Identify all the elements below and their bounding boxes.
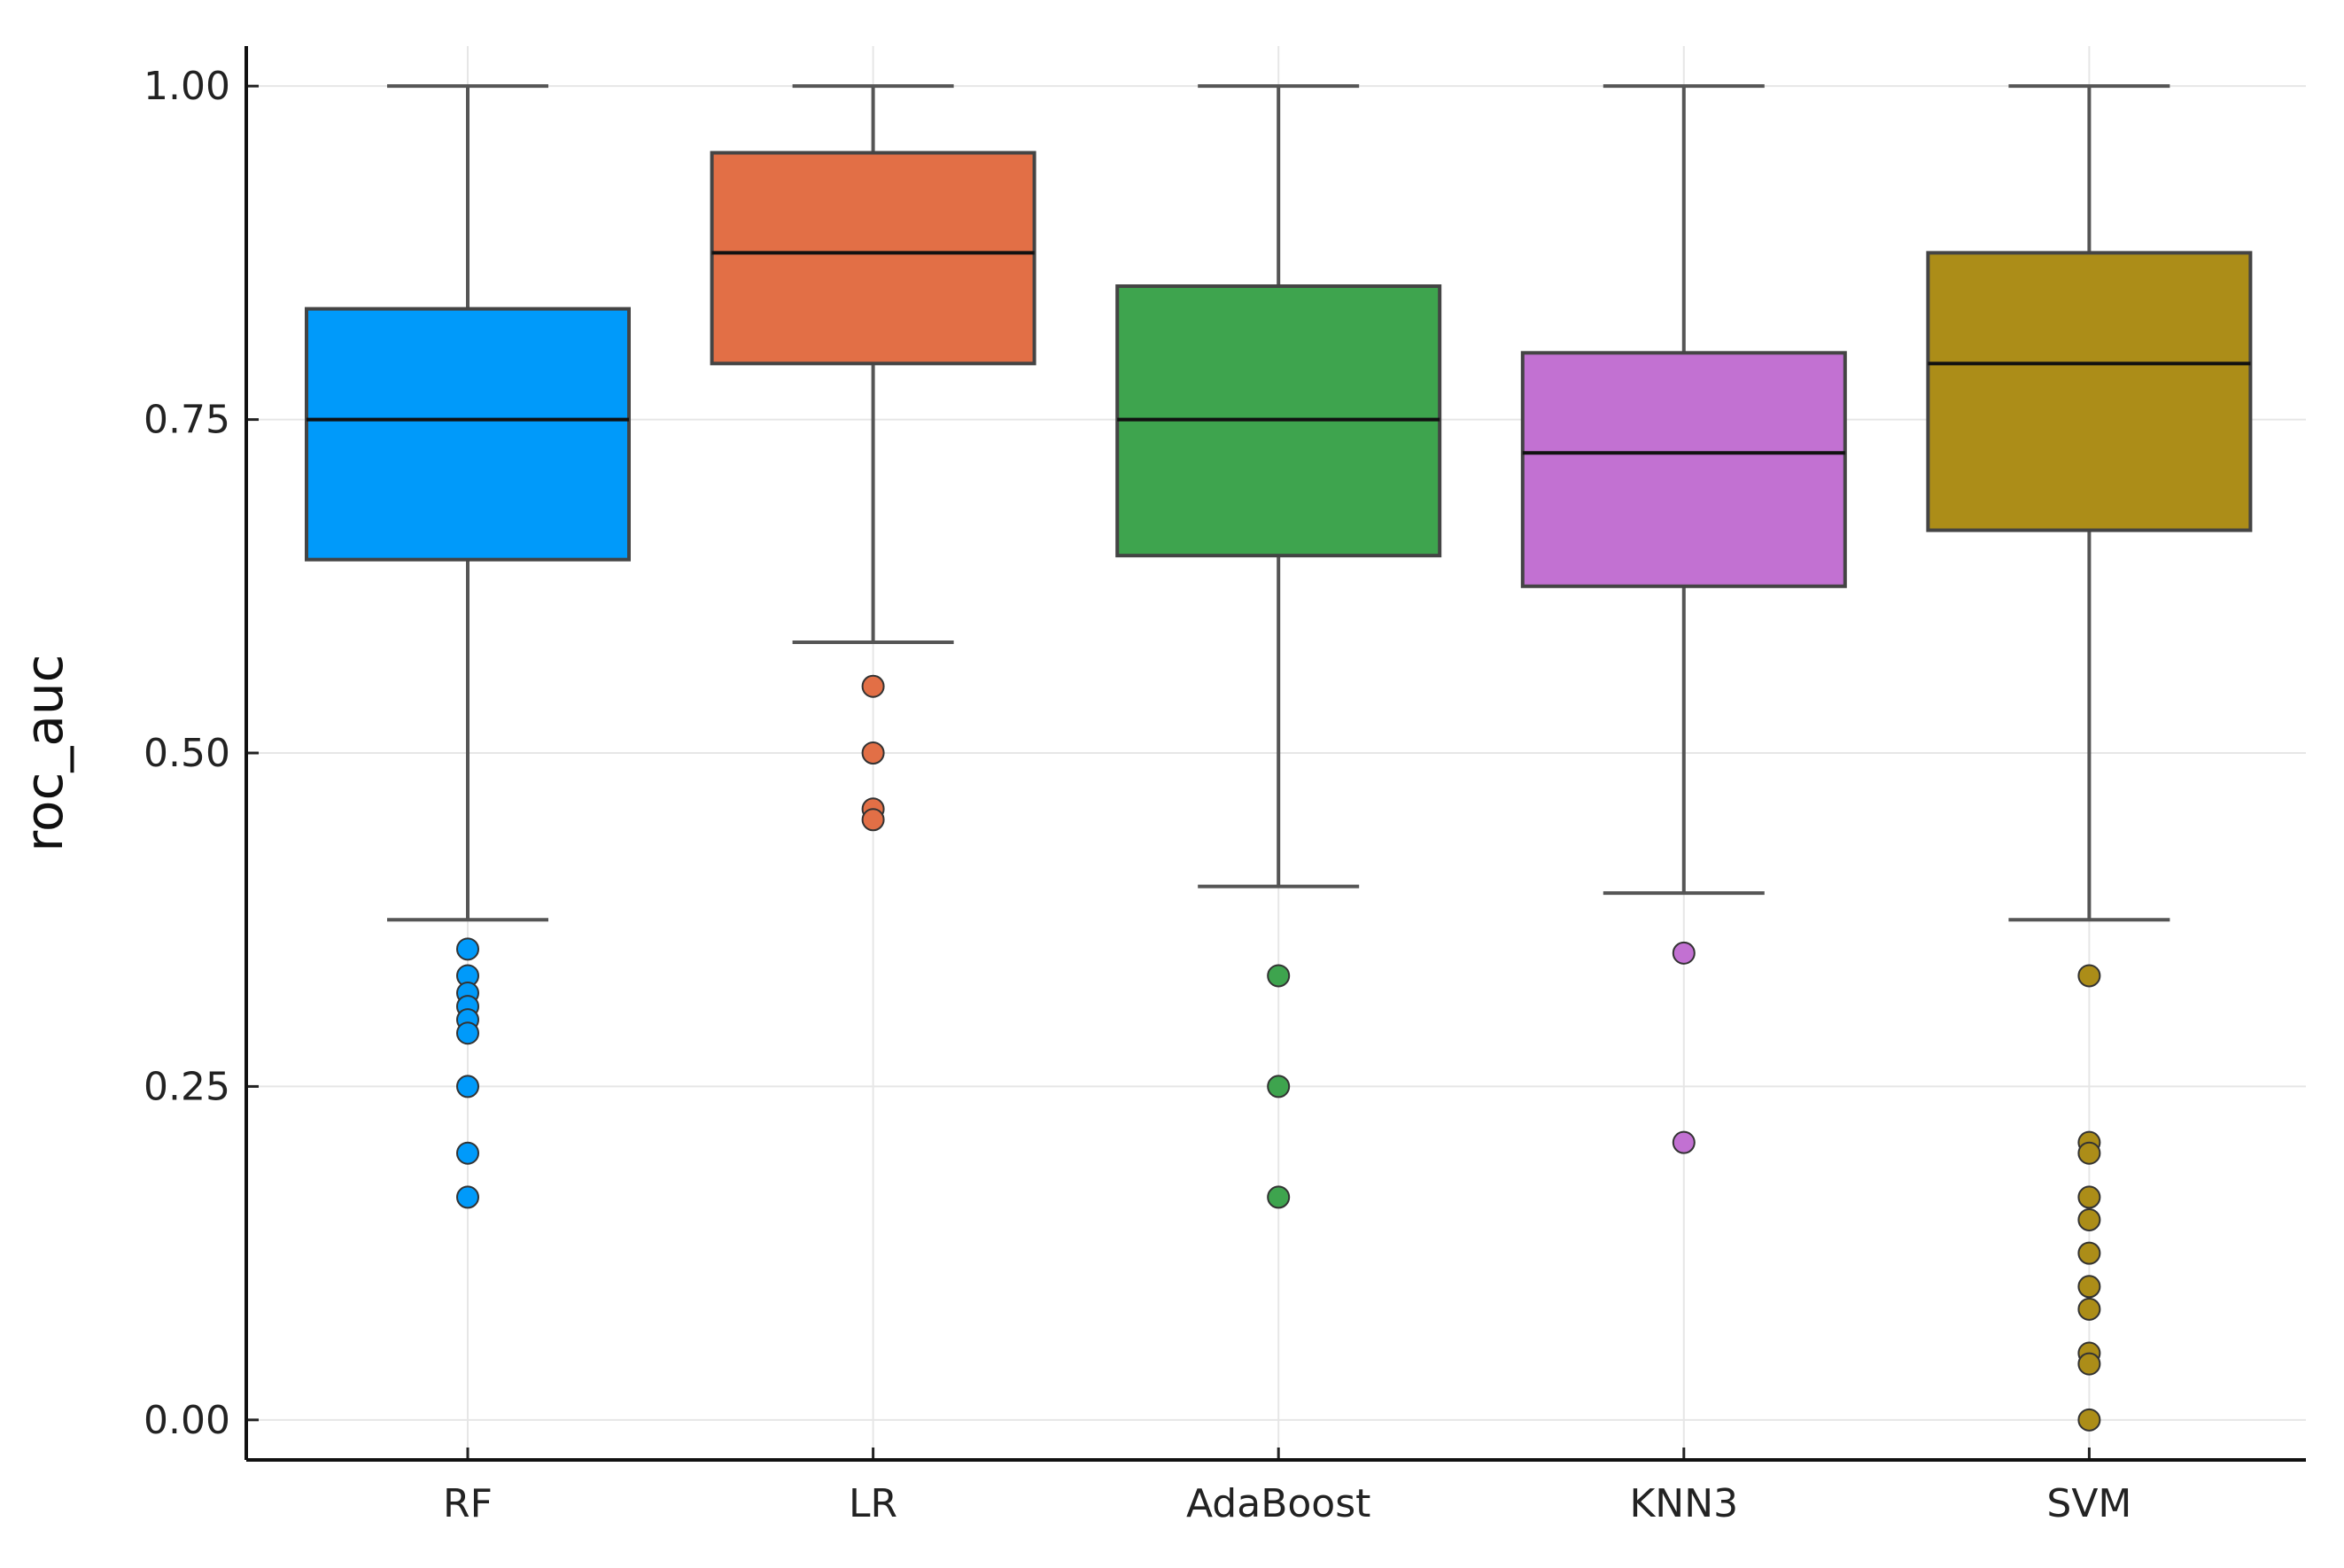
y-tick-label: 0.00 <box>144 1398 230 1443</box>
outlier-point <box>1267 964 1291 988</box>
outlier-point <box>861 808 885 832</box>
outlier-point <box>2077 964 2101 988</box>
outlier-point <box>2077 1207 2101 1231</box>
box-svm <box>1926 84 2253 1432</box>
outlier-point <box>861 674 885 698</box>
box-lr <box>710 84 1036 832</box>
box-iqr <box>305 307 631 562</box>
y-tick-label: 0.75 <box>144 398 230 443</box>
box-adaboost <box>1115 84 1442 1209</box>
outlier-point <box>2077 1275 2101 1299</box>
outlier-point <box>456 1075 479 1098</box>
outlier-point <box>1672 941 1696 965</box>
x-tick-label: AdaBoost <box>1186 1481 1370 1526</box>
outlier-point <box>2077 1408 2101 1432</box>
x-tick-label: LR <box>849 1481 897 1526</box>
box-iqr <box>710 151 1036 366</box>
box-iqr <box>1520 351 1847 588</box>
outlier-point <box>1267 1185 1291 1209</box>
y-axis-title: roc_auc <box>14 654 74 851</box>
y-tick-label: 0.50 <box>144 731 230 776</box>
axes: 0.00 0.25 0.50 0.75 1.00 RF LR AdaBoost KNN3 SVM <box>144 46 2306 1526</box>
outlier-point <box>456 1021 479 1045</box>
box-knn3 <box>1520 84 1847 1154</box>
outlier-point <box>456 937 479 961</box>
outlier-point <box>456 1185 479 1209</box>
boxes <box>305 84 2253 1432</box>
outlier-point <box>1267 1075 1291 1098</box>
outlier-point <box>861 741 885 765</box>
box-rf <box>305 84 631 1209</box>
outlier-point <box>2077 1185 2101 1209</box>
outlier-point <box>2077 1241 2101 1265</box>
x-tick-label: KNN3 <box>1629 1481 1738 1526</box>
outlier-point <box>2077 1141 2101 1165</box>
outlier-point <box>1672 1130 1696 1154</box>
outlier-point <box>456 1141 479 1165</box>
outlier-point <box>2077 1297 2101 1321</box>
outlier-point <box>2077 1352 2101 1376</box>
y-tick-label: 0.25 <box>144 1064 230 1109</box>
x-tick-label: SVM <box>2046 1481 2131 1526</box>
box-iqr <box>1926 251 2253 532</box>
x-tick-label: RF <box>443 1481 493 1526</box>
y-tick-label: 1.00 <box>144 64 230 109</box>
